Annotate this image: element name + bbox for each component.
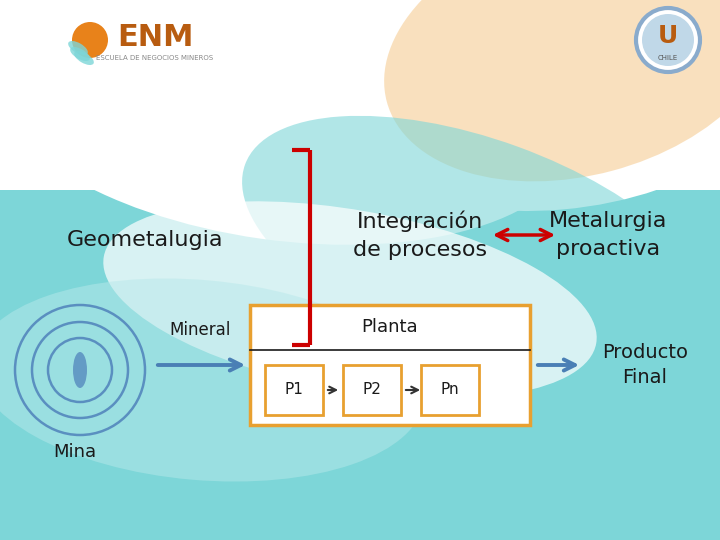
Ellipse shape <box>0 279 424 482</box>
Text: CHILE: CHILE <box>658 55 678 61</box>
Ellipse shape <box>384 0 720 181</box>
Ellipse shape <box>0 0 577 245</box>
Circle shape <box>72 22 108 58</box>
FancyBboxPatch shape <box>421 365 479 415</box>
Ellipse shape <box>103 201 597 399</box>
Text: U: U <box>658 24 678 48</box>
Bar <box>0 190 720 540</box>
Ellipse shape <box>301 0 720 211</box>
Ellipse shape <box>68 41 88 55</box>
Text: Mineral: Mineral <box>169 321 230 339</box>
FancyBboxPatch shape <box>265 365 323 415</box>
Text: ESCUELA DE NEGOCIOS MINEROS: ESCUELA DE NEGOCIOS MINEROS <box>96 55 214 61</box>
Text: P1: P1 <box>284 382 303 397</box>
FancyBboxPatch shape <box>343 365 401 415</box>
Bar <box>0 0 720 340</box>
Ellipse shape <box>0 0 349 151</box>
Circle shape <box>642 14 694 66</box>
Text: Producto
Final: Producto Final <box>602 343 688 387</box>
Text: ENM: ENM <box>117 24 193 52</box>
Ellipse shape <box>73 352 87 388</box>
Ellipse shape <box>70 47 90 61</box>
Text: Mina: Mina <box>53 443 96 461</box>
Text: Geometalugia: Geometalugia <box>67 230 223 250</box>
Circle shape <box>636 8 700 72</box>
Text: Integración
de procesos: Integración de procesos <box>353 210 487 260</box>
Text: Pn: Pn <box>441 382 459 397</box>
FancyBboxPatch shape <box>250 305 530 425</box>
Ellipse shape <box>242 116 718 384</box>
Ellipse shape <box>74 51 94 65</box>
Text: P2: P2 <box>363 382 382 397</box>
Text: Metalurgia
proactiva: Metalurgia proactiva <box>549 211 667 259</box>
Text: Planta: Planta <box>361 318 418 336</box>
